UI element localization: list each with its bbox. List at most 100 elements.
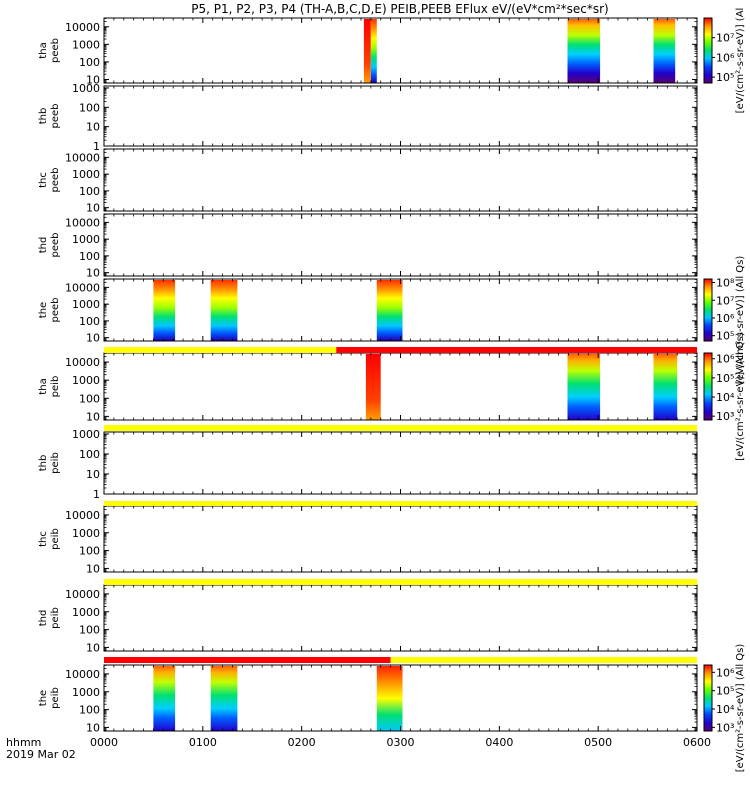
flag-bar: [104, 425, 697, 431]
colorbar-tick-label: 10⁶: [716, 666, 735, 679]
y-tick-label: 10000: [65, 509, 100, 522]
spectrogram-block: [567, 19, 601, 83]
flag-bar: [104, 579, 697, 585]
panel-label-probe: tha: [38, 378, 49, 394]
panel-label-product: peib: [50, 452, 61, 474]
spectrogram-block: [153, 666, 176, 731]
footer-label-date: 2019 Mar 02: [6, 748, 76, 761]
panel-label-product: peeb: [50, 298, 61, 323]
panel-label-product: peeb: [50, 104, 61, 129]
panel-frame: [103, 505, 698, 573]
panel-label-product: peib: [50, 376, 61, 398]
y-tick-label: 10000: [65, 356, 100, 369]
y-tick-label: 10000: [65, 668, 100, 681]
panel-thd-peeb: 10000 1000 100 10 thd peeb: [38, 213, 698, 280]
panel-label-product: peeb: [50, 38, 61, 63]
y-tick-label: 10000: [65, 216, 100, 229]
y-tick-label: 10: [86, 641, 100, 654]
y-tick-label: 1: [93, 488, 100, 501]
y-tick-label: 10: [86, 202, 100, 215]
colorbar-tick-label: 10³: [716, 410, 734, 423]
x-tick-label: 0200: [288, 736, 316, 749]
y-tick-label: 100: [79, 101, 100, 114]
panel-label: tha peib: [38, 376, 61, 398]
spectrogram-block: [210, 666, 238, 731]
colorbar-tick-label: 10⁶: [716, 353, 735, 366]
panel-label-probe: tha: [38, 42, 49, 58]
panel-label-probe: thd: [38, 610, 49, 627]
flag-bar: [104, 347, 697, 353]
panel-label: the peeb: [38, 298, 61, 323]
spectrogram-block: [210, 280, 238, 341]
y-tick-label: 100: [79, 250, 100, 263]
panel-thd-peib: 10000 1000 100 10 thd peib: [38, 584, 698, 654]
colorbar-tick-label: 10⁶: [716, 51, 735, 64]
y-tick-label: 10000: [65, 588, 100, 601]
panel-label: thb peeb: [38, 104, 61, 129]
y-tick-label: 1000: [72, 38, 100, 51]
y-tick-label: 1: [93, 140, 100, 153]
colorbar: 10⁶ 10⁵ 10⁴ 10³ [eV/(cm²-s-sr-eV)] (All Qs): [703, 644, 746, 772]
colorbar-scale: [703, 278, 713, 342]
y-tick-label: 10: [86, 121, 100, 134]
x-axis: 0000 0100 0200 0300 0400 0500 0600: [90, 736, 711, 749]
y-tick-label: 10000: [65, 281, 100, 294]
y-tick-label: 10000: [65, 151, 100, 164]
y-tick-label: 100: [79, 392, 100, 405]
colorbar-scale: [703, 352, 713, 421]
spectrogram-block: [653, 19, 676, 83]
colorbar-tick-label: 10⁴: [716, 391, 735, 404]
footer-label-time: hhmm: [6, 736, 41, 749]
y-tick-label: 100: [79, 704, 100, 717]
y-tick-label: 10: [86, 410, 100, 423]
x-tick-label: 0300: [387, 736, 415, 749]
flag-bar: [104, 657, 697, 663]
y-tick-label: 1000: [72, 606, 100, 619]
panel-frame: [103, 85, 698, 147]
y-tick-label: 1000: [72, 82, 100, 95]
colorbar-tick-label: 10⁶: [716, 312, 735, 325]
spectrogram-block: [376, 666, 403, 731]
colorbar-tick-label: 10⁵: [716, 330, 734, 343]
y-tick-label: 1000: [72, 428, 100, 441]
spectrogram-block: [365, 354, 381, 420]
panel-the-peib: 10000 1000 100 10 the peib: [38, 664, 698, 734]
panel-thb-peib: 1000 100 10 1 thb peib: [38, 428, 698, 501]
panel-label: tha peeb: [38, 38, 61, 63]
panel-label: thd peeb: [38, 233, 61, 258]
panel-label-probe: thb: [38, 455, 49, 472]
x-tick-label: 0600: [683, 736, 711, 749]
panel-label-probe: thc: [38, 531, 49, 547]
y-tick-label: 10: [86, 267, 100, 280]
y-tick-label: 1000: [72, 168, 100, 181]
panel-label-probe: thc: [38, 172, 49, 188]
colorbar: 10⁷ 10⁶ 10⁵ [eV/(cm²-s-sr-eV)] (Al: [703, 8, 746, 113]
panel-label-product: peib: [50, 607, 61, 629]
panel-label-probe: the: [38, 690, 49, 706]
panel-frame: [103, 17, 698, 84]
y-tick-label: 1000: [72, 527, 100, 540]
flag-bar: [104, 501, 697, 506]
panel-frame: [103, 431, 698, 495]
colorbar: 10⁸ 10⁷ 10⁶ 10⁵ [eV/(cm²-s-sr-eV)] (All Qs): [703, 256, 746, 385]
x-tick-label: 0400: [485, 736, 513, 749]
y-tick-label: 1000: [72, 686, 100, 699]
colorbar-tick-label: 10³: [716, 721, 734, 734]
colorbar-tick-label: 10⁴: [716, 703, 735, 716]
y-tick-label: 100: [79, 545, 100, 558]
y-tick-label: 10: [86, 468, 100, 481]
flag-segment: [104, 579, 697, 585]
panel-frame: [103, 584, 698, 652]
colorbar-label-group: [eV/(cm²-s-sr-eV)] (All Qs): [735, 256, 746, 385]
y-tick-label: 100: [79, 185, 100, 198]
spectrogram-block: [653, 354, 678, 420]
y-tick-label: 1000: [72, 298, 100, 311]
panel-label: thd peib: [38, 607, 61, 629]
panel-label: thb peib: [38, 452, 61, 474]
x-tick-label: 0100: [189, 736, 217, 749]
colorbar-label: [eV/(cm²-s-sr-eV)] (All Qs): [735, 332, 746, 461]
flag-segment: [104, 501, 697, 506]
panel-label-probe: thd: [38, 237, 49, 254]
